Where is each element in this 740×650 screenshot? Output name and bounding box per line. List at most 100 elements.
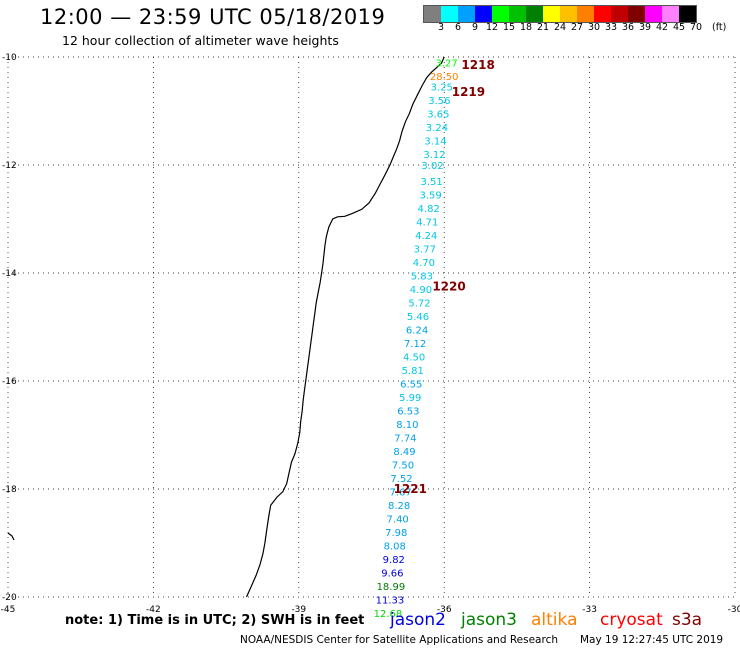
wave-height-reading: 11.33 — [376, 596, 405, 607]
wave-height-reading: 18.99 — [377, 582, 406, 593]
wave-height-reading: 4.90 — [410, 285, 432, 296]
colorbar-tick-label: 45 — [672, 22, 686, 33]
colorbar-tick-label: 33 — [604, 22, 618, 33]
wave-height-reading: 3.77 — [414, 245, 436, 256]
colorbar-tick-label: 12 — [485, 22, 499, 33]
satellite-legend-altika: altika — [531, 610, 578, 630]
colorbar-tick-label: 27 — [570, 22, 584, 33]
colorbar-tick-label: 30 — [587, 22, 601, 33]
colorbar-tick-label: 21 — [536, 22, 550, 33]
colorbar-tick-label: 18 — [519, 22, 533, 33]
wave-height-reading: 5.83 — [411, 272, 433, 283]
wave-height-reading: 3.14 — [424, 137, 446, 148]
wave-height-reading: 3.56 — [428, 96, 450, 107]
latitude-label: -10 — [2, 53, 17, 63]
wave-height-reading: 7.40 — [387, 515, 409, 526]
wave-height-reading: 3.51 — [420, 177, 442, 188]
axis-labels: -10 -12 -14 -16 -18 -20 -45 -42 -39 -36 -33 -30 — [1, 53, 740, 615]
colorbar-tick-label: 9 — [471, 22, 479, 33]
wave-height-reading: 3.59 — [419, 191, 441, 202]
longitude-label: -39 — [291, 605, 306, 615]
colorbar-swatch — [577, 6, 594, 22]
wave-height-reading: 6.53 — [397, 407, 419, 418]
colorbar-tick-label: 6 — [454, 22, 462, 33]
map-grid — [7, 56, 736, 598]
page-subtitle: 12 hour collection of altimeter wave hei… — [62, 33, 339, 48]
latitude-label: -20 — [2, 593, 17, 603]
island — [7, 532, 15, 541]
colorbar-swatch — [543, 6, 560, 22]
colorbar-swatch — [560, 6, 577, 22]
wave-height-reading: 8.28 — [388, 501, 410, 512]
satellite-legend-cryosat: cryosat — [600, 610, 663, 630]
wave-height-reading: 7.12 — [404, 339, 426, 350]
colorbar-tick-label: 15 — [502, 22, 516, 33]
satellite-legend-jason2: jason2 — [390, 610, 446, 630]
wave-height-reading: 4.70 — [413, 258, 435, 269]
colorbar-tick-label: 36 — [621, 22, 635, 33]
wave-height-reading: 7.74 — [394, 434, 416, 445]
wave-height-reading: 5.99 — [399, 393, 421, 404]
wave-height-reading: 5.81 — [402, 366, 424, 377]
latitude-label: -16 — [2, 377, 17, 387]
colorbar-swatch — [645, 6, 662, 22]
colorbar-swatch — [662, 6, 679, 22]
wave-height-reading: 3.02 — [421, 161, 443, 172]
credit-line: NOAA/NESDIS Center for Satellite Applica… — [240, 634, 558, 646]
wave-height-reading: 8.49 — [393, 447, 415, 458]
wave-height-reading: 3.65 — [427, 110, 449, 121]
colorbar-tick-label: 24 — [553, 22, 567, 33]
wave-height-reading: 4.71 — [416, 218, 438, 229]
time-labels: 1218 1219 1220 1221 — [394, 58, 495, 496]
generated-timestamp: May 19 12:27:45 UTC 2019 — [580, 634, 724, 646]
wave-height-reading: 3.24 — [426, 123, 448, 134]
wave-height-reading: 6.24 — [406, 326, 428, 337]
colorbar-swatch — [441, 6, 458, 22]
pass-time-label: 1221 — [394, 482, 427, 496]
wave-height-reading: 5.46 — [407, 312, 429, 323]
satellite-legend-s3a: s3a — [672, 610, 703, 630]
wave-height-reading: 5.72 — [408, 299, 430, 310]
wave-height-reading: 3.25 — [431, 83, 453, 94]
wave-height-reading: 12.68 — [374, 609, 403, 620]
satellite-legend-jason3: jason3 — [461, 610, 517, 630]
colorbar-swatch — [424, 6, 441, 22]
colorbar-swatch — [594, 6, 611, 22]
wave-height-reading: 7.98 — [385, 528, 407, 539]
wave-height-reading: 8.08 — [384, 542, 406, 553]
colorbar-tick-label: 39 — [638, 22, 652, 33]
longitude-label: -30 — [728, 605, 740, 615]
pass-time-label: 1219 — [452, 85, 485, 99]
latitude-label: -18 — [2, 485, 17, 495]
colorbar-swatch — [475, 6, 492, 22]
wave-height-reading: 8.10 — [396, 420, 418, 431]
wave-height-reading: 4.50 — [403, 353, 425, 364]
wave-height-reading: 9.66 — [381, 569, 403, 580]
latitude-label: -14 — [2, 269, 17, 279]
units-note: note: 1) Time is in UTC; 2) SWH is in fe… — [65, 613, 365, 628]
colorbar-swatch — [611, 6, 628, 22]
wave-height-reading: 7.67 — [389, 488, 411, 499]
pass-time-label: 1218 — [461, 58, 494, 72]
colorbar-swatch — [679, 6, 696, 22]
colorbar-swatch — [628, 6, 645, 22]
page-title: 12:00 — 23:59 UTC 05/18/2019 — [40, 5, 386, 29]
colorbar-unit: (ft) — [712, 22, 727, 33]
colorbar-tick-label: 42 — [655, 22, 669, 33]
colorbar-tick-label: 3 — [437, 22, 445, 33]
longitude-label: -45 — [1, 605, 16, 615]
coastline — [245, 56, 445, 598]
longitude-label: -36 — [437, 605, 452, 615]
wave-height-reading: 4.24 — [415, 231, 437, 242]
colorbar-swatch — [458, 6, 475, 22]
wave-height-reading: 3.12 — [423, 150, 445, 161]
latitude-label: -12 — [2, 161, 17, 171]
longitude-label: -33 — [582, 605, 597, 615]
colorbar-swatch — [509, 6, 526, 22]
colorbar-swatch — [492, 6, 509, 22]
wave-height-reading: 28.50 — [430, 72, 459, 83]
wave-height-reading: 4.82 — [418, 204, 440, 215]
wave-height-reading: 7.50 — [392, 461, 414, 472]
wave-height-colorbar — [423, 5, 697, 23]
